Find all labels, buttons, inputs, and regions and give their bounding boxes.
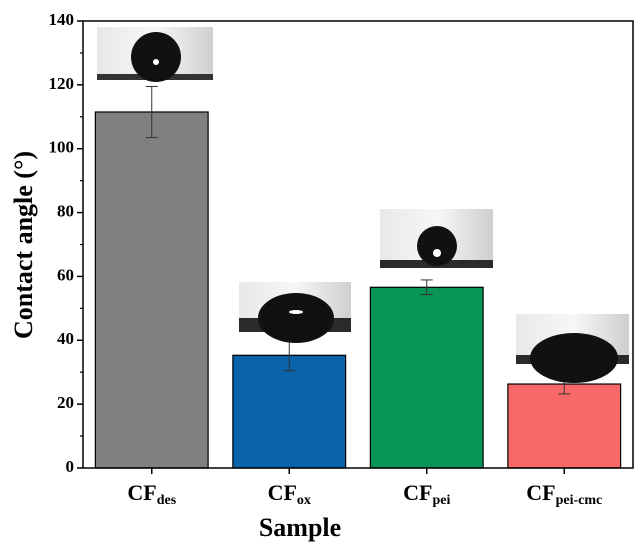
y-tick-label: 100 bbox=[49, 138, 75, 157]
x-tick-label: CFpei-cmc bbox=[526, 480, 602, 508]
category-text: CF bbox=[127, 480, 156, 505]
y-tick-label: 0 bbox=[66, 457, 75, 476]
bar bbox=[507, 383, 622, 469]
category-subscript: des bbox=[157, 493, 177, 508]
category-text: CF bbox=[526, 480, 555, 505]
x-axis-label: Sample bbox=[259, 513, 341, 542]
category-text: CF bbox=[268, 480, 297, 505]
droplet-images bbox=[97, 27, 629, 383]
x-tick-label: CFpei bbox=[403, 480, 450, 508]
error-bar bbox=[145, 85, 158, 139]
y-tick-label: 120 bbox=[49, 74, 75, 93]
y-tick-label: 80 bbox=[57, 201, 74, 220]
y-tick-label: 140 bbox=[49, 10, 75, 29]
droplet-image bbox=[239, 282, 351, 343]
droplet-image bbox=[516, 314, 629, 383]
category-subscript: ox bbox=[297, 493, 311, 508]
x-tick-label: CFox bbox=[268, 480, 311, 508]
bar bbox=[232, 354, 347, 469]
y-tick-label: 60 bbox=[57, 265, 74, 284]
y-tick-label: 40 bbox=[57, 329, 74, 348]
droplet-image bbox=[380, 209, 493, 268]
y-tick-label: 20 bbox=[57, 393, 74, 412]
droplet-image bbox=[97, 27, 213, 82]
category-subscript: pei bbox=[432, 493, 450, 508]
plot-frame bbox=[82, 20, 634, 469]
bar bbox=[94, 111, 209, 469]
error-bar bbox=[420, 279, 433, 296]
category-text: CF bbox=[403, 480, 432, 505]
x-tick-label: CFdes bbox=[127, 480, 176, 508]
bar bbox=[369, 286, 484, 469]
category-subscript: pei-cmc bbox=[556, 493, 603, 508]
y-axis-label: Contact angle (°) bbox=[9, 151, 38, 339]
